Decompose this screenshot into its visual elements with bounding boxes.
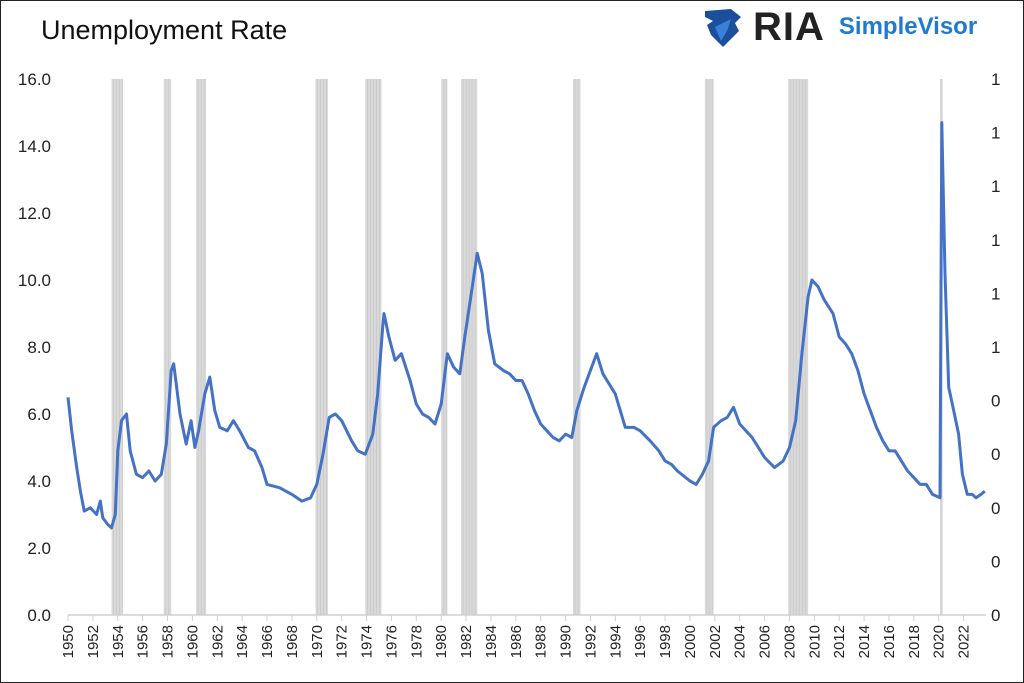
chart-title: Unemployment Rate — [41, 15, 288, 45]
x-tick-label: 1972 — [334, 625, 351, 658]
x-tick-label: 1974 — [359, 625, 376, 658]
x-tick-label: 1968 — [284, 625, 301, 658]
logo: RIA SimpleVisor — [701, 5, 977, 49]
x-tick-label: 2014 — [856, 625, 873, 658]
x-tick-label: 1982 — [458, 625, 475, 658]
y-tick-label: 16.0 — [18, 70, 51, 89]
x-tick-label: 1964 — [234, 625, 251, 658]
y-tick-label: 12.0 — [18, 204, 51, 223]
x-tick-label: 1978 — [408, 625, 425, 658]
y-tick-label: 6.0 — [27, 405, 51, 424]
x-tick-label: 1990 — [558, 625, 575, 658]
recession-band — [441, 79, 448, 615]
x-tick-label: 1958 — [160, 625, 177, 658]
x-tick-label: 2020 — [931, 625, 948, 658]
y2-tick-label: 1 — [991, 231, 1000, 250]
x-tick-label: 1954 — [110, 625, 127, 658]
y-tick-label: 14.0 — [18, 137, 51, 156]
x-tick-label: 2012 — [831, 625, 848, 658]
x-tick-label: 1984 — [483, 625, 500, 658]
x-tick-label: 2022 — [956, 625, 973, 658]
y2-tick-label: 0 — [991, 392, 1000, 411]
x-tick-label: 1952 — [85, 625, 102, 658]
y2-tick-label: 0 — [991, 499, 1000, 518]
x-tick-label: 1992 — [582, 625, 599, 658]
x-tick-label: 2004 — [732, 625, 749, 658]
x-tick-label: 2008 — [781, 625, 798, 658]
x-tick-label: 1994 — [607, 625, 624, 658]
x-tick-label: 1960 — [184, 625, 201, 658]
x-tick-label: 2016 — [881, 625, 898, 658]
x-tick-label: 2018 — [906, 625, 923, 658]
x-tick-label: 1980 — [433, 625, 450, 658]
y2-tick-label: 1 — [991, 70, 1000, 89]
recession-band — [163, 79, 172, 615]
x-tick-label: 1950 — [60, 625, 77, 658]
y-tick-label: 8.0 — [27, 338, 51, 357]
x-tick-label: 2010 — [806, 625, 823, 658]
y-tick-label: 10.0 — [18, 271, 51, 290]
recession-band — [573, 79, 581, 615]
x-tick-label: 1966 — [259, 625, 276, 658]
x-tick-label: 1988 — [533, 625, 550, 658]
x-tick-label: 2000 — [682, 625, 699, 658]
logo-brand: RIA — [753, 4, 825, 49]
y2-tick-label: 0 — [991, 445, 1000, 464]
x-tick-label: 1996 — [632, 625, 649, 658]
unemployment-rate-line — [66, 121, 986, 530]
x-tick-label: 1956 — [135, 625, 152, 658]
x-tick-label: 2006 — [757, 625, 774, 658]
x-tick-label: 1998 — [657, 625, 674, 658]
y2-tick-label: 0 — [991, 552, 1000, 571]
recession-band — [704, 79, 714, 615]
y-tick-label: 0.0 — [27, 606, 51, 625]
x-tick-label: 2002 — [707, 625, 724, 658]
y-tick-label: 2.0 — [27, 539, 51, 558]
x-tick-label: 1970 — [309, 625, 326, 658]
y2-tick-label: 1 — [991, 177, 1000, 196]
y2-tick-label: 1 — [991, 124, 1000, 143]
y2-tick-label: 0 — [991, 606, 1000, 625]
x-tick-label: 1986 — [508, 625, 525, 658]
y2-tick-label: 1 — [991, 338, 1000, 357]
logo-subbrand: SimpleVisor — [838, 13, 978, 40]
eagle-logo-icon — [705, 9, 741, 47]
recession-band — [111, 79, 123, 615]
y-tick-label: 4.0 — [27, 472, 51, 491]
x-tick-label: 1962 — [209, 625, 226, 658]
y2-tick-label: 1 — [991, 284, 1000, 303]
x-tick-label: 1976 — [383, 625, 400, 658]
